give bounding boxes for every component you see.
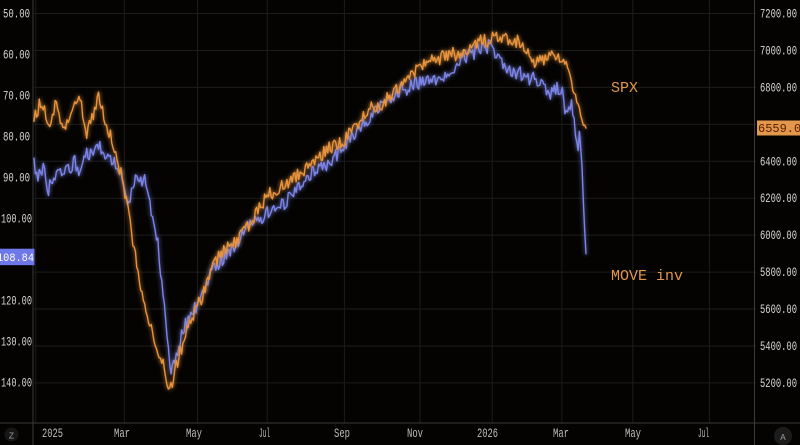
svg-text:May: May [186,427,202,441]
svg-text:Sep: Sep [334,427,350,441]
svg-text:7000.00: 7000.00 [760,44,797,58]
svg-text:80.00: 80.00 [3,131,30,145]
svg-text:Jul: Jul [698,427,709,441]
svg-text:MOVE inv: MOVE inv [611,268,683,285]
svg-text:Nov: Nov [407,427,423,441]
svg-text:120.00: 120.00 [1,295,32,309]
svg-text:60.00: 60.00 [3,49,30,63]
svg-text:A: A [780,433,786,443]
svg-text:130.00: 130.00 [1,336,32,350]
svg-text:140.00: 140.00 [1,377,32,391]
svg-text:6000.00: 6000.00 [760,229,797,243]
svg-text:70.00: 70.00 [3,90,30,104]
svg-text:6200.00: 6200.00 [760,192,797,206]
svg-text:50.00: 50.00 [3,8,30,22]
svg-text:6400.00: 6400.00 [760,155,797,169]
svg-text:5800.00: 5800.00 [760,266,797,280]
svg-text:7200.00: 7200.00 [760,8,797,22]
svg-text:Mar: Mar [553,427,569,441]
svg-text:90.00: 90.00 [3,172,30,186]
svg-text:2026: 2026 [477,427,498,441]
svg-text:5200.00: 5200.00 [760,377,797,391]
svg-text:6800.00: 6800.00 [760,81,797,95]
svg-text:SPX: SPX [611,80,638,97]
svg-text:108.84: 108.84 [0,253,34,265]
svg-text:5600.00: 5600.00 [760,303,797,317]
svg-text:5400.00: 5400.00 [760,340,797,354]
svg-text:6559.00: 6559.00 [758,122,800,136]
svg-text:100.00: 100.00 [1,213,32,227]
svg-text:2025: 2025 [42,427,63,441]
svg-text:Jul: Jul [259,427,270,441]
svg-text:Z: Z [9,432,15,442]
svg-text:Mar: Mar [114,427,130,441]
svg-text:May: May [625,427,641,441]
